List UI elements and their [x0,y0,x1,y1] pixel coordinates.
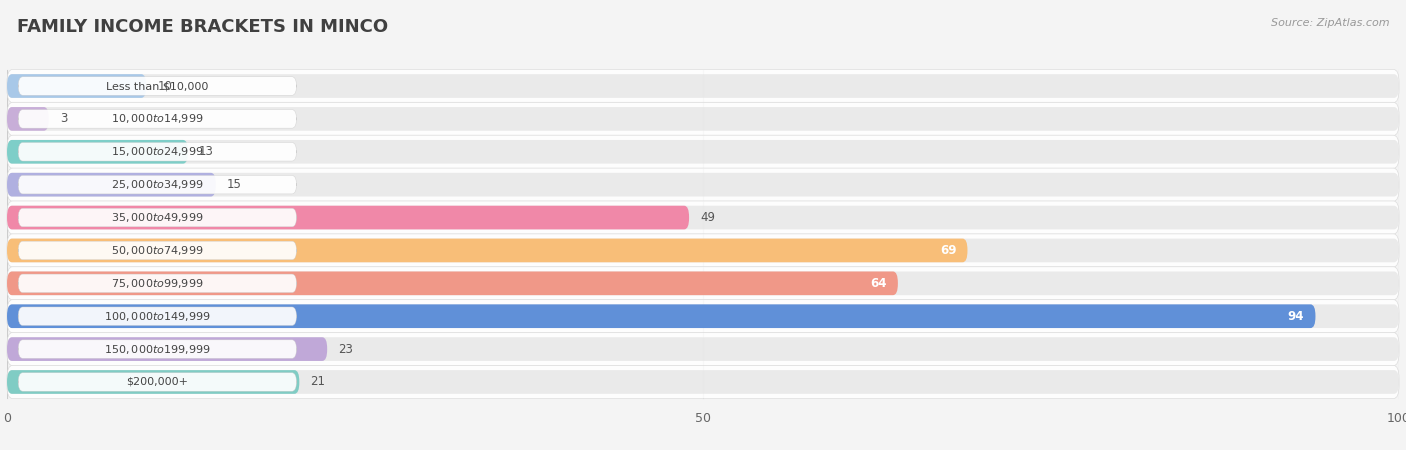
FancyBboxPatch shape [7,74,1399,98]
Text: Source: ZipAtlas.com: Source: ZipAtlas.com [1271,18,1389,28]
FancyBboxPatch shape [7,370,1399,394]
Text: $10,000 to $14,999: $10,000 to $14,999 [111,112,204,126]
Text: Less than $10,000: Less than $10,000 [107,81,208,91]
FancyBboxPatch shape [7,238,1399,262]
FancyBboxPatch shape [18,373,297,391]
Text: 49: 49 [700,211,716,224]
FancyBboxPatch shape [7,102,1399,135]
Text: 64: 64 [870,277,887,290]
FancyBboxPatch shape [7,206,689,230]
FancyBboxPatch shape [7,69,1399,103]
Text: $15,000 to $24,999: $15,000 to $24,999 [111,145,204,158]
Text: 3: 3 [60,112,67,126]
FancyBboxPatch shape [7,238,967,262]
Text: 13: 13 [200,145,214,158]
Text: 94: 94 [1288,310,1305,323]
FancyBboxPatch shape [7,201,1399,234]
Text: $50,000 to $74,999: $50,000 to $74,999 [111,244,204,257]
FancyBboxPatch shape [18,307,297,325]
FancyBboxPatch shape [7,234,1399,267]
FancyBboxPatch shape [7,365,1399,399]
FancyBboxPatch shape [18,241,297,260]
FancyBboxPatch shape [7,333,1399,366]
Text: $100,000 to $149,999: $100,000 to $149,999 [104,310,211,323]
FancyBboxPatch shape [18,143,297,161]
FancyBboxPatch shape [7,74,146,98]
FancyBboxPatch shape [7,304,1399,328]
Text: 69: 69 [939,244,956,257]
Text: $75,000 to $99,999: $75,000 to $99,999 [111,277,204,290]
FancyBboxPatch shape [18,110,297,128]
FancyBboxPatch shape [7,337,328,361]
FancyBboxPatch shape [18,77,297,95]
FancyBboxPatch shape [7,337,1399,361]
FancyBboxPatch shape [7,370,299,394]
FancyBboxPatch shape [7,173,217,197]
FancyBboxPatch shape [18,340,297,358]
FancyBboxPatch shape [7,140,188,164]
FancyBboxPatch shape [7,267,1399,300]
FancyBboxPatch shape [7,107,1399,131]
Text: 21: 21 [311,375,325,388]
Text: 15: 15 [226,178,242,191]
FancyBboxPatch shape [7,173,1399,197]
FancyBboxPatch shape [7,107,49,131]
FancyBboxPatch shape [18,274,297,292]
FancyBboxPatch shape [7,206,1399,230]
FancyBboxPatch shape [7,271,898,295]
FancyBboxPatch shape [18,176,297,194]
FancyBboxPatch shape [7,304,1316,328]
FancyBboxPatch shape [7,168,1399,201]
FancyBboxPatch shape [18,208,297,227]
FancyBboxPatch shape [7,271,1399,295]
FancyBboxPatch shape [7,135,1399,168]
Text: FAMILY INCOME BRACKETS IN MINCO: FAMILY INCOME BRACKETS IN MINCO [17,18,388,36]
Text: $150,000 to $199,999: $150,000 to $199,999 [104,342,211,356]
FancyBboxPatch shape [7,140,1399,164]
Text: 10: 10 [157,80,172,93]
Text: 23: 23 [339,342,353,356]
Text: $35,000 to $49,999: $35,000 to $49,999 [111,211,204,224]
Text: $200,000+: $200,000+ [127,377,188,387]
FancyBboxPatch shape [7,300,1399,333]
Text: $25,000 to $34,999: $25,000 to $34,999 [111,178,204,191]
